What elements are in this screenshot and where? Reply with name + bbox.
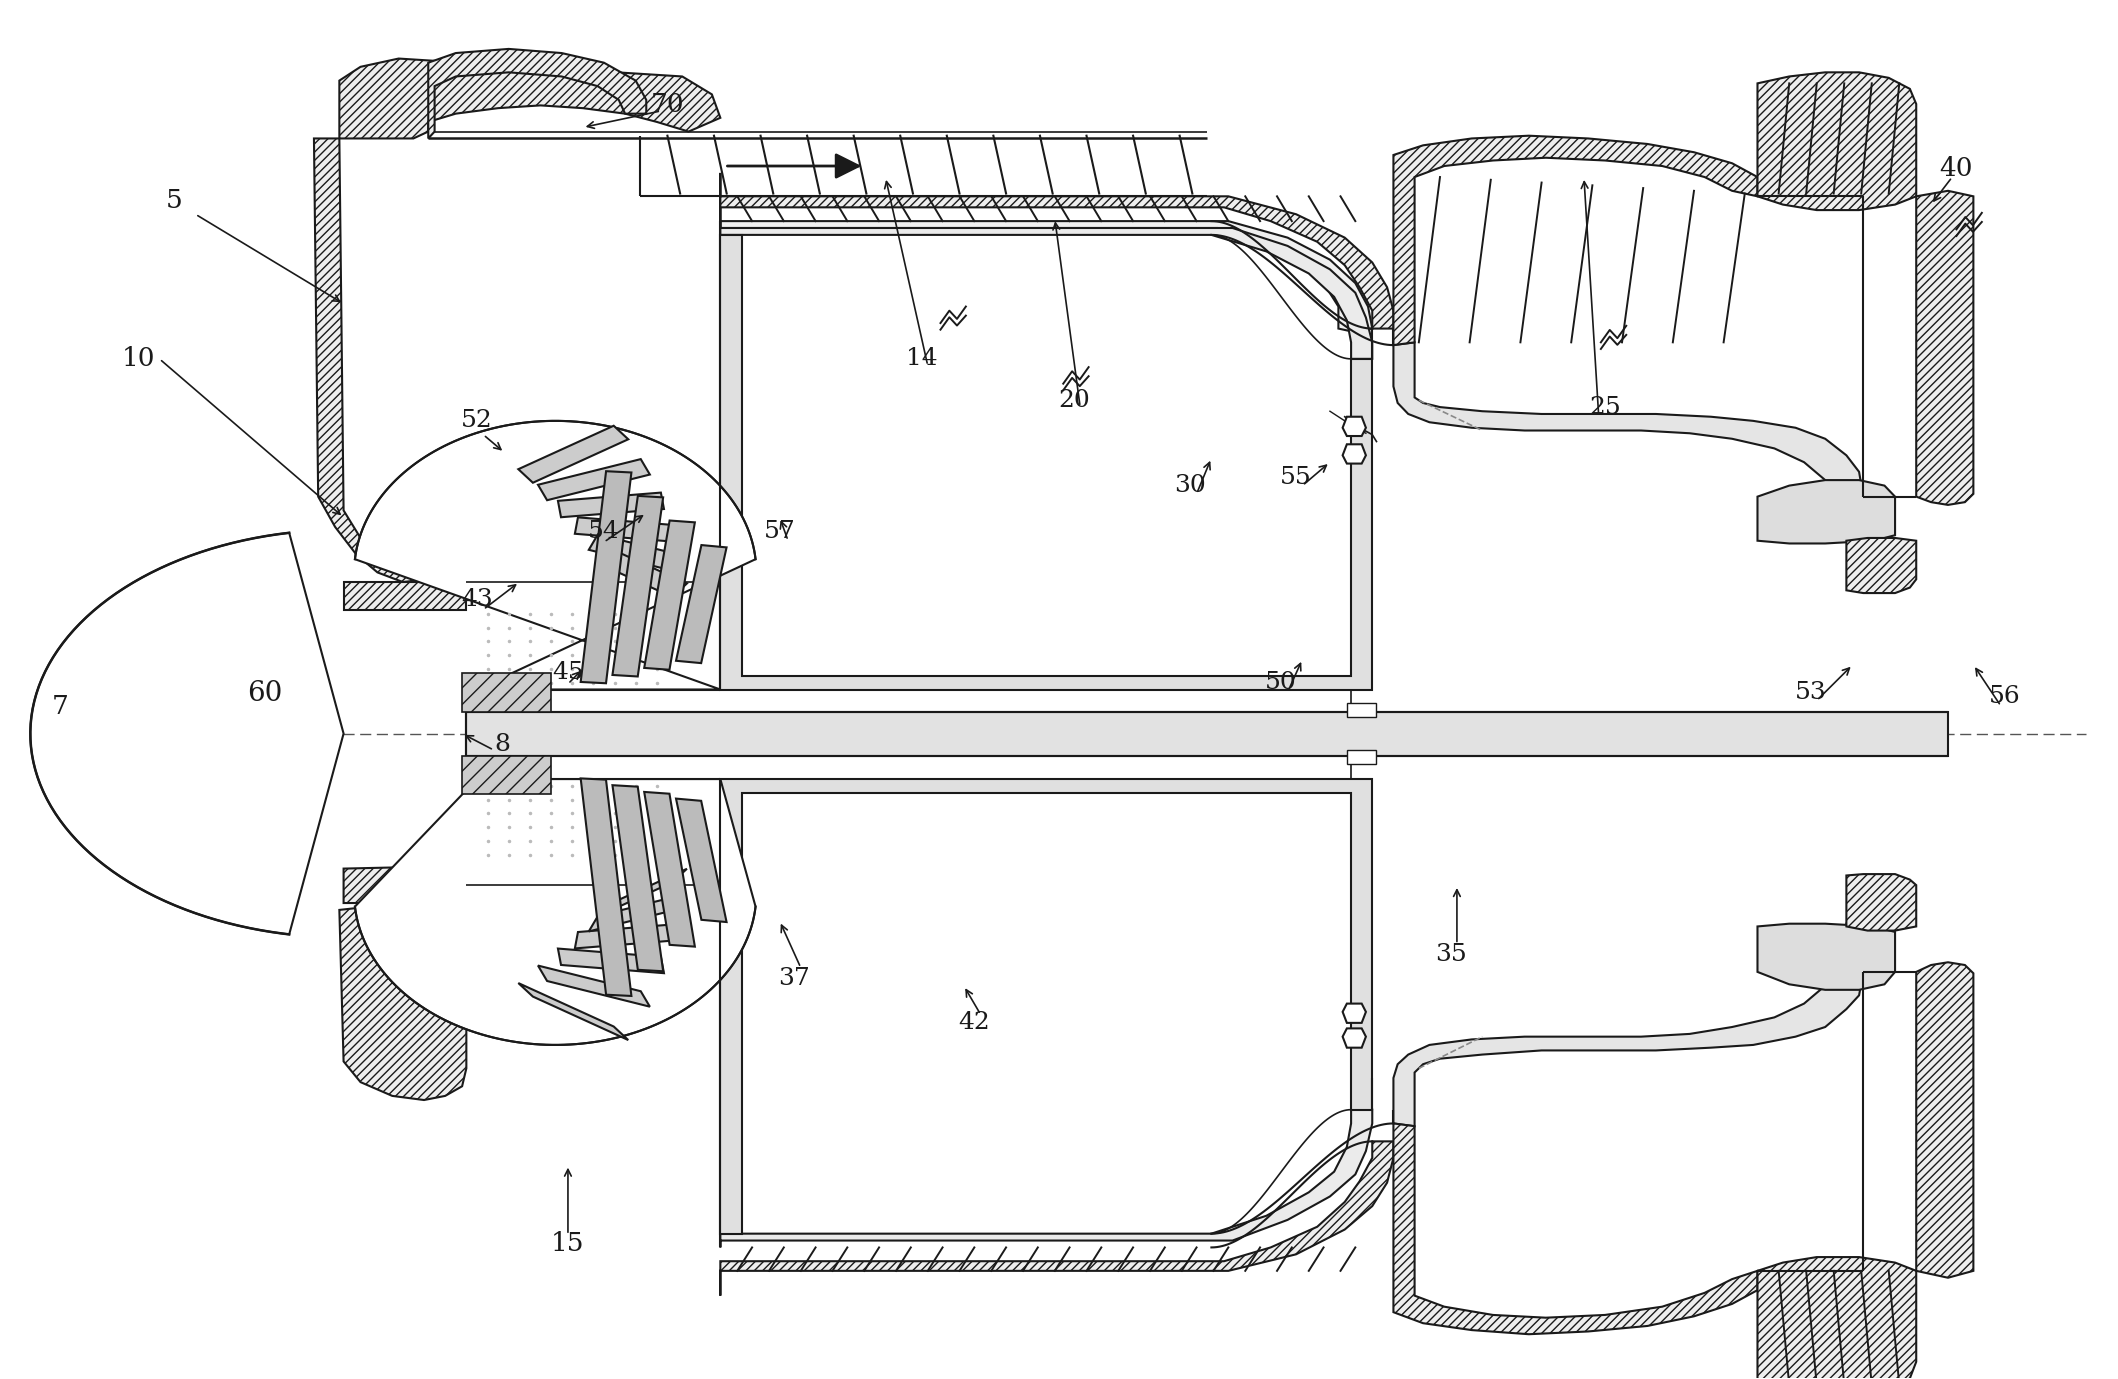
Bar	[1347, 703, 1377, 717]
Polygon shape	[612, 496, 663, 677]
Text: 40: 40	[1940, 156, 1974, 181]
Text: 54: 54	[589, 520, 621, 542]
Text: 52: 52	[462, 410, 493, 433]
Polygon shape	[1758, 480, 1896, 543]
Polygon shape	[339, 58, 720, 138]
Polygon shape	[720, 221, 1372, 359]
Polygon shape	[1758, 924, 1896, 990]
Polygon shape	[1394, 1124, 1758, 1335]
Text: 30: 30	[1173, 474, 1205, 496]
Polygon shape	[580, 778, 631, 996]
Polygon shape	[589, 535, 682, 571]
Polygon shape	[720, 196, 1372, 331]
Text: 56: 56	[1989, 685, 2021, 707]
Polygon shape	[574, 517, 676, 542]
Polygon shape	[1394, 342, 1864, 541]
Bar	[462, 756, 551, 794]
Polygon shape	[676, 798, 726, 923]
Polygon shape	[1758, 1258, 1917, 1379]
Polygon shape	[644, 520, 695, 670]
Text: 25: 25	[1588, 396, 1620, 419]
Polygon shape	[589, 895, 682, 931]
Polygon shape	[720, 1142, 1394, 1296]
Polygon shape	[604, 869, 686, 914]
Text: 35: 35	[1434, 942, 1466, 965]
Text: 45: 45	[553, 662, 585, 684]
Text: 7: 7	[51, 694, 68, 718]
Polygon shape	[1394, 135, 1758, 345]
Text: 60: 60	[248, 680, 284, 707]
Bar	[466, 712, 1949, 756]
Text: 70: 70	[650, 91, 684, 116]
Polygon shape	[1917, 963, 1974, 1278]
Polygon shape	[612, 785, 663, 971]
Polygon shape	[1343, 1004, 1366, 1023]
Text: 50: 50	[1264, 672, 1296, 694]
Polygon shape	[313, 138, 428, 582]
Text: 14: 14	[907, 348, 938, 371]
Polygon shape	[428, 48, 646, 138]
Polygon shape	[1847, 538, 1917, 593]
Text: 57: 57	[765, 520, 796, 542]
Polygon shape	[30, 532, 343, 935]
Polygon shape	[720, 779, 1372, 1234]
Text: 8: 8	[493, 734, 510, 756]
Polygon shape	[720, 234, 1372, 690]
Text: 10: 10	[121, 346, 155, 371]
Polygon shape	[343, 582, 466, 610]
Polygon shape	[538, 459, 650, 501]
Polygon shape	[644, 792, 695, 946]
Polygon shape	[676, 545, 726, 663]
Polygon shape	[1343, 416, 1366, 436]
Polygon shape	[1343, 1029, 1366, 1048]
Text: 53: 53	[1794, 681, 1826, 703]
Text: 42: 42	[959, 1011, 991, 1034]
Polygon shape	[1847, 874, 1917, 931]
Text: 43: 43	[462, 589, 493, 611]
Polygon shape	[519, 983, 629, 1040]
Polygon shape	[1758, 72, 1917, 210]
Polygon shape	[339, 899, 466, 1100]
Text: 15: 15	[551, 1231, 585, 1256]
Text: 37: 37	[779, 967, 811, 990]
Polygon shape	[1394, 924, 1864, 1127]
Polygon shape	[557, 949, 663, 974]
Polygon shape	[604, 552, 686, 597]
Text: 20: 20	[1059, 389, 1089, 412]
Polygon shape	[519, 426, 629, 483]
Polygon shape	[356, 779, 756, 1045]
Polygon shape	[356, 421, 756, 690]
Bar	[462, 673, 551, 712]
Polygon shape	[574, 924, 676, 949]
Polygon shape	[1343, 444, 1366, 463]
Bar	[1347, 750, 1377, 764]
Polygon shape	[1917, 190, 1974, 505]
Polygon shape	[538, 965, 650, 1007]
Text: 5: 5	[165, 188, 182, 212]
Polygon shape	[557, 492, 663, 517]
Polygon shape	[343, 866, 466, 903]
Text: 55: 55	[1279, 466, 1311, 488]
Polygon shape	[720, 172, 1394, 328]
Polygon shape	[580, 472, 631, 683]
Polygon shape	[720, 1110, 1372, 1248]
